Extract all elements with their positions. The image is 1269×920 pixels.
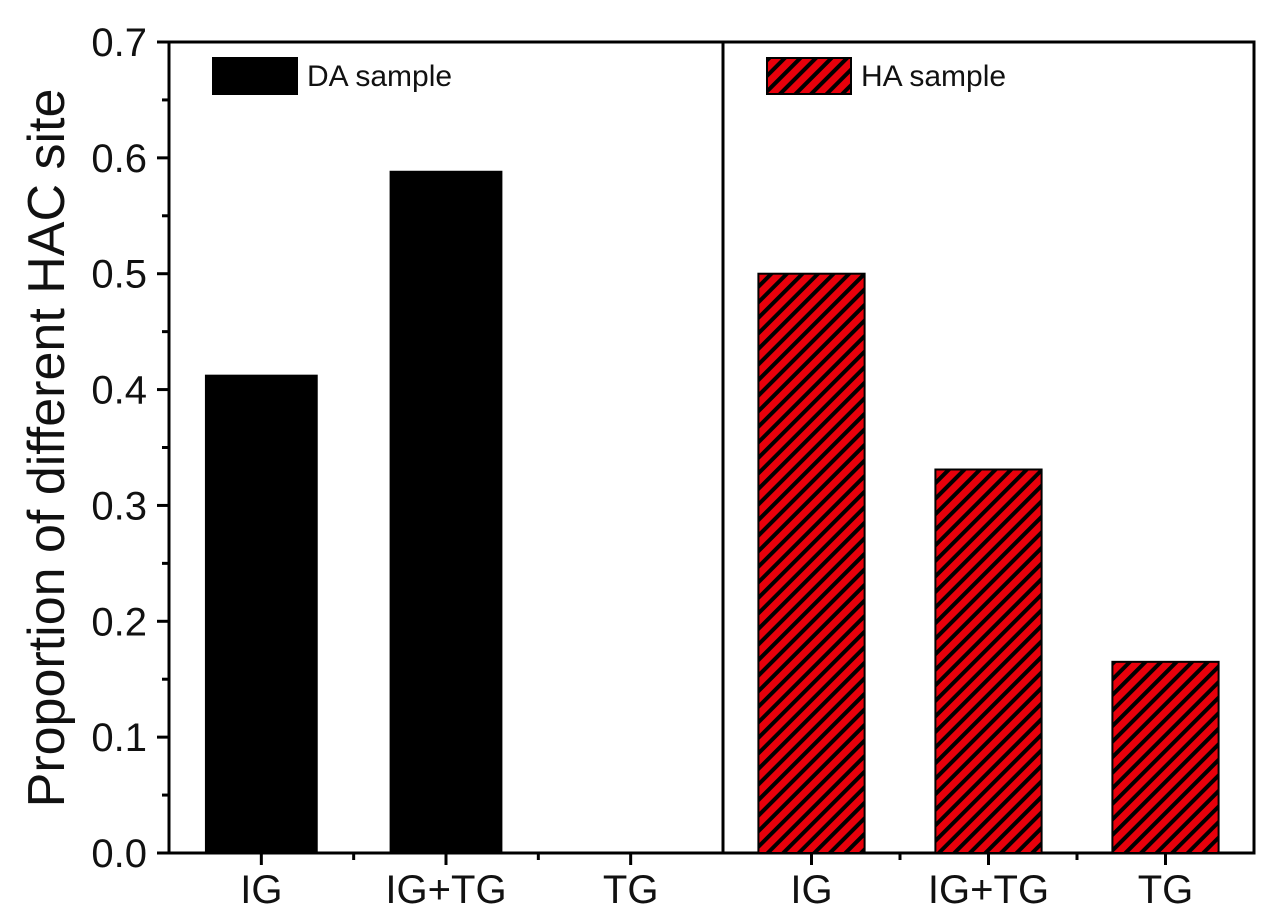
x-tick-label: TG [603, 868, 659, 912]
y-tick-label: 0.4 [91, 369, 147, 413]
bar-ig [757, 272, 866, 854]
y-tick-label: 0.6 [91, 137, 147, 181]
panel-da-sample: IG IG+TG TG DA sample [167, 40, 725, 912]
y-axis: 0.0 0.1 0.2 0.3 0.4 0.5 0.6 0.7 [91, 21, 169, 876]
y-tick-label: 0.0 [91, 832, 147, 876]
legend-label: HA sample [861, 60, 1006, 93]
panel-ha-sample: IG IG+TG TG HA sample [721, 40, 1256, 912]
x-tick-label: IG [790, 868, 832, 912]
legend-swatch [766, 57, 852, 95]
y-tick-label: 0.2 [91, 600, 147, 644]
y-tick-label: 0.7 [91, 21, 147, 65]
bar-ig-plus-tg [389, 170, 503, 854]
bar-tg [1111, 660, 1220, 854]
legend-swatch [212, 57, 298, 95]
x-tick-label: TG [1138, 868, 1194, 912]
y-tick-label: 0.1 [91, 716, 147, 760]
chart-panels: IG IG+TG TG DA sample IG IG+TG TG HA sample [167, 40, 1256, 912]
x-tick-label: IG [240, 868, 282, 912]
y-tick-label: 0.3 [91, 484, 147, 528]
x-tick-label: IG+TG [928, 868, 1049, 912]
bar-ig [204, 374, 318, 854]
x-tick-label: IG+TG [385, 868, 506, 912]
legend-label: DA sample [307, 60, 452, 93]
y-tick-label: 0.5 [91, 253, 147, 297]
bar-ig-plus-tg [934, 468, 1043, 854]
y-axis-title: Proportion of different HAC site [18, 89, 76, 808]
